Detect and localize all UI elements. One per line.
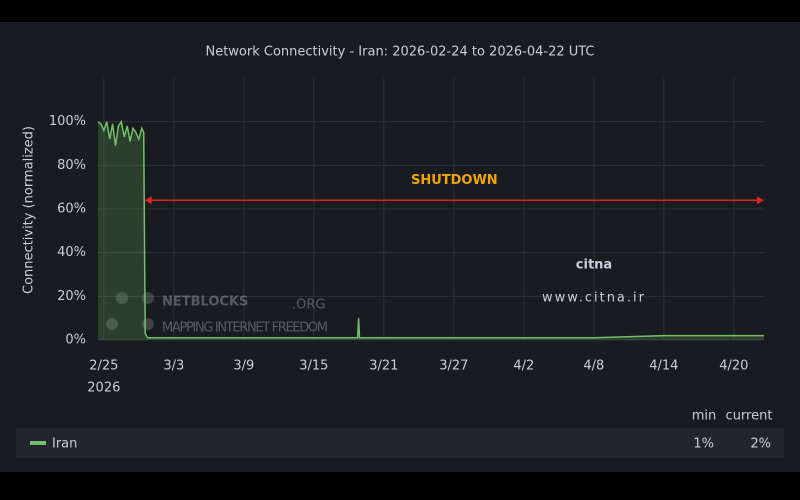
x-tick-label: 3/9 [233, 359, 254, 374]
x-tick-label: 4/14 [649, 359, 678, 374]
x-tick-label: 3/3 [163, 359, 184, 374]
netblocks-watermark: NETBLOCKS .ORG MAPPING INTERNET FREEDOM [106, 292, 328, 336]
watermark-text: NETBLOCKS [162, 295, 248, 310]
legend-stat: 2% [750, 437, 771, 452]
y-tick-label: 60% [57, 202, 86, 217]
plot: SHUTDOWN [97, 119, 764, 340]
citna-url: www.citna.ir [542, 291, 646, 306]
x-tick-label: 3/21 [369, 359, 398, 374]
x-tick-label: 4/20 [719, 359, 748, 374]
annotation-label: SHUTDOWN [411, 173, 498, 188]
watermark-text: MAPPING INTERNET FREEDOM [162, 321, 328, 336]
chart-title: Network Connectivity - Iran: 2026-02-24 … [205, 45, 594, 60]
legend [16, 428, 784, 458]
y-tick-label: 40% [57, 245, 86, 260]
arrow-head [757, 196, 764, 205]
y-tick-label: 80% [57, 158, 86, 173]
y-axis-label: Connectivity (normalized) [22, 126, 37, 294]
watermark-text: .ORG [292, 298, 325, 313]
citna-logo: citna [576, 258, 612, 273]
legend-column-header: min [692, 409, 717, 424]
y-tick-label: 100% [49, 114, 86, 129]
legend-label[interactable]: Iran [52, 437, 77, 452]
x-tick-sublabel: 2026 [87, 381, 120, 396]
grid: 0% 20% 40% 60% 80% 100% 2/25 2026 3/3 3/9 3/15 3/21… [49, 78, 764, 396]
x-tick-label: 4/2 [513, 359, 534, 374]
y-tick-label: 20% [57, 289, 86, 304]
legend-stat: 1% [693, 437, 714, 452]
arrow-head [144, 196, 152, 205]
x-tick-label: 3/27 [439, 359, 468, 374]
logo-dot [106, 318, 118, 330]
x-tick-label: 4/8 [583, 359, 604, 374]
x-tick-label: 3/15 [299, 359, 328, 374]
legend-column-header: current [726, 409, 773, 424]
logo-dot [116, 292, 128, 304]
series-line [97, 119, 764, 339]
panel [0, 22, 800, 472]
y-tick-label: 0% [65, 333, 86, 348]
x-tick-label: 2/25 [89, 359, 118, 374]
